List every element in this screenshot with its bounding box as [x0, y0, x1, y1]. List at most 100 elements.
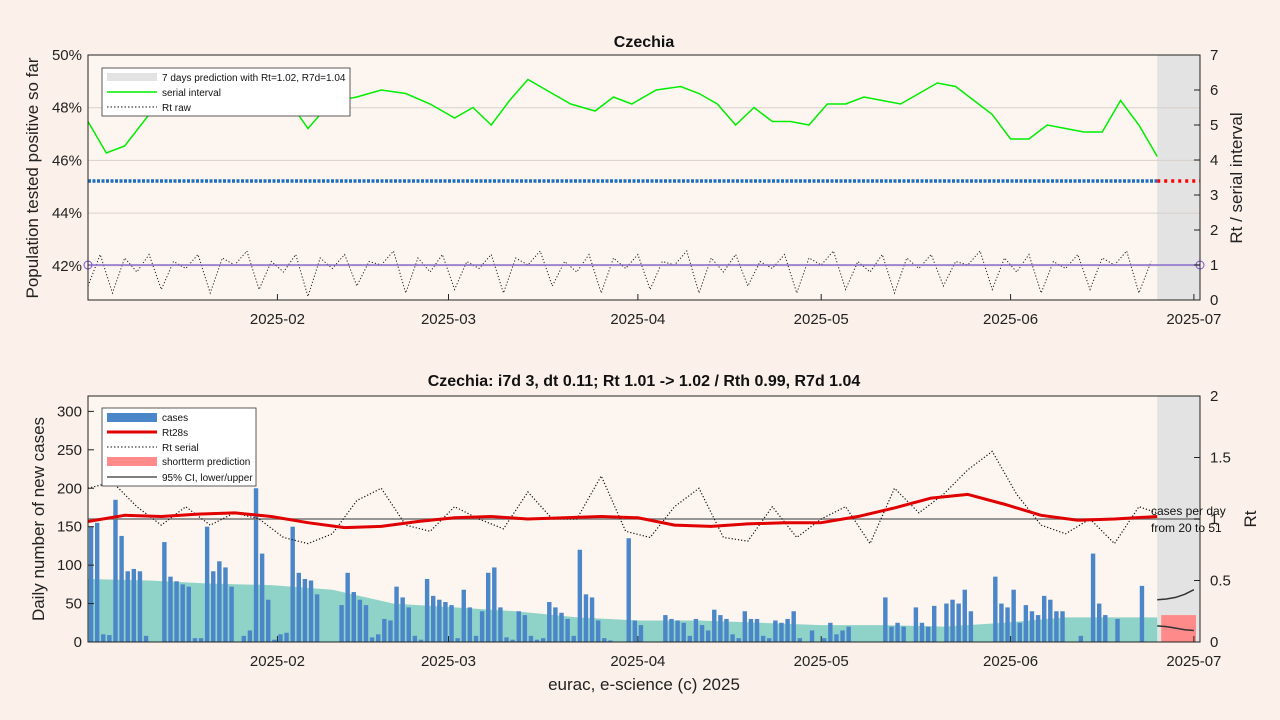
case-bar — [724, 618, 729, 642]
case-bar — [113, 499, 118, 642]
case-bar — [1005, 607, 1010, 642]
case-bar — [547, 602, 552, 642]
case-bar — [699, 625, 705, 642]
bottom-legend-label-rt28s: Rt28s — [162, 428, 188, 439]
case-bar — [889, 626, 894, 642]
case-bar — [1078, 635, 1084, 642]
case-bar — [168, 576, 173, 642]
case-bar — [528, 635, 534, 642]
case-bar — [400, 597, 405, 642]
case-bar — [638, 625, 644, 642]
case-bar — [473, 635, 479, 642]
case-bar — [571, 635, 576, 642]
case-bar — [950, 599, 955, 642]
bottom-chart-title: Czechia: i7d 3, dt 0.11; Rt 1.01 -> 1.02… — [428, 373, 861, 390]
case-bar — [504, 637, 509, 642]
case-bar — [388, 620, 393, 642]
case-bar — [999, 603, 1004, 642]
case-bar — [449, 605, 454, 642]
bottom-series — [87, 450, 1200, 642]
case-bar — [754, 618, 760, 642]
case-bar — [828, 622, 833, 642]
bottom-x-ticks: 2025-02 2025-03 2025-04 2025-05 2025-06 2025-… — [250, 636, 1221, 670]
case-bar — [834, 634, 839, 642]
top-y-left-tick-label: 44% — [52, 205, 82, 222]
case-bar — [431, 595, 436, 642]
case-bar — [540, 638, 546, 642]
case-bar — [565, 618, 570, 642]
case-bar — [718, 615, 723, 642]
case-bar — [198, 638, 204, 642]
case-bar — [1048, 599, 1053, 642]
bottom-y-right-tick-label: 2 — [1210, 388, 1218, 405]
case-bar — [492, 567, 497, 642]
case-bar — [266, 599, 271, 642]
case-bar — [247, 630, 253, 642]
case-bar — [259, 553, 265, 642]
case-bar — [791, 611, 796, 642]
case-bar — [932, 605, 937, 642]
top-y-left-tick-label: 42% — [52, 258, 82, 275]
case-bar — [345, 572, 350, 642]
case-bar — [186, 586, 192, 642]
case-bar — [1115, 618, 1120, 642]
annotation-line-1: cases per day — [1151, 504, 1226, 518]
case-bar — [455, 638, 460, 642]
case-bar — [382, 618, 387, 642]
case-bar — [669, 618, 674, 642]
case-bar — [730, 634, 735, 642]
case-bar — [418, 639, 424, 642]
top-y-left-tick-label: 46% — [52, 152, 82, 169]
case-bar — [467, 607, 473, 642]
case-bar — [913, 607, 919, 642]
bottom-y-left-tick-label: 250 — [57, 442, 82, 459]
bottom-y-left-tick-label: 150 — [57, 519, 82, 536]
case-bar — [748, 618, 754, 642]
case-bar — [583, 594, 589, 642]
top-plot-frame — [87, 54, 1201, 301]
case-bar — [119, 535, 124, 642]
case-bar — [968, 611, 974, 642]
case-bar — [223, 567, 228, 642]
case-bar — [1017, 622, 1022, 642]
bottom-legend-label-cases: cases — [162, 413, 188, 424]
top-y-right-ticks: 0 1 2 3 4 5 6 7 — [1194, 47, 1218, 309]
case-bar — [302, 578, 308, 642]
top-y-left-tick-label: 48% — [52, 100, 82, 117]
case-bar — [760, 635, 766, 642]
case-bar — [357, 599, 363, 642]
top-y-right-tick-label: 1 — [1210, 257, 1218, 274]
top-x-tick-label: 2025-07 — [1166, 311, 1221, 328]
case-bar — [1139, 585, 1145, 642]
case-bar — [485, 572, 491, 642]
bottom-y-right-ticks: 0 0.5 1 1.5 2 — [1194, 388, 1231, 651]
top-x-tick-label: 2025-04 — [610, 311, 665, 328]
case-bar — [962, 589, 967, 642]
ci-upper-line — [1157, 589, 1195, 601]
case-bar — [1103, 615, 1108, 642]
case-bar — [443, 602, 448, 642]
case-bar — [1096, 603, 1102, 642]
case-bar — [901, 626, 906, 642]
case-bar — [944, 603, 949, 642]
top-x-tick-label: 2025-02 — [250, 311, 305, 328]
case-bar — [1035, 615, 1041, 642]
bottom-legend-swatch-cases — [107, 413, 157, 422]
case-bar — [595, 620, 601, 642]
case-bar — [394, 586, 399, 642]
case-bar — [1060, 611, 1065, 642]
case-bar — [956, 603, 961, 642]
case-bar — [522, 615, 528, 642]
top-chart-title: Czechia — [614, 34, 675, 51]
top-y-left-ticks: 42% 44% 46% 48% 50% — [52, 47, 82, 275]
case-bar — [534, 639, 540, 642]
bot-x-tick-label: 2025-02 — [250, 653, 305, 670]
bot-x-tick-label: 2025-05 — [794, 653, 849, 670]
rt-serial-line — [87, 450, 1158, 545]
bot-x-tick-label: 2025-03 — [421, 653, 476, 670]
top-x-ticks: 2025-02 2025-03 2025-04 2025-05 2025-06 2025-… — [250, 294, 1221, 328]
case-bar — [632, 620, 638, 642]
case-bar — [351, 592, 356, 642]
case-bar — [589, 597, 595, 642]
